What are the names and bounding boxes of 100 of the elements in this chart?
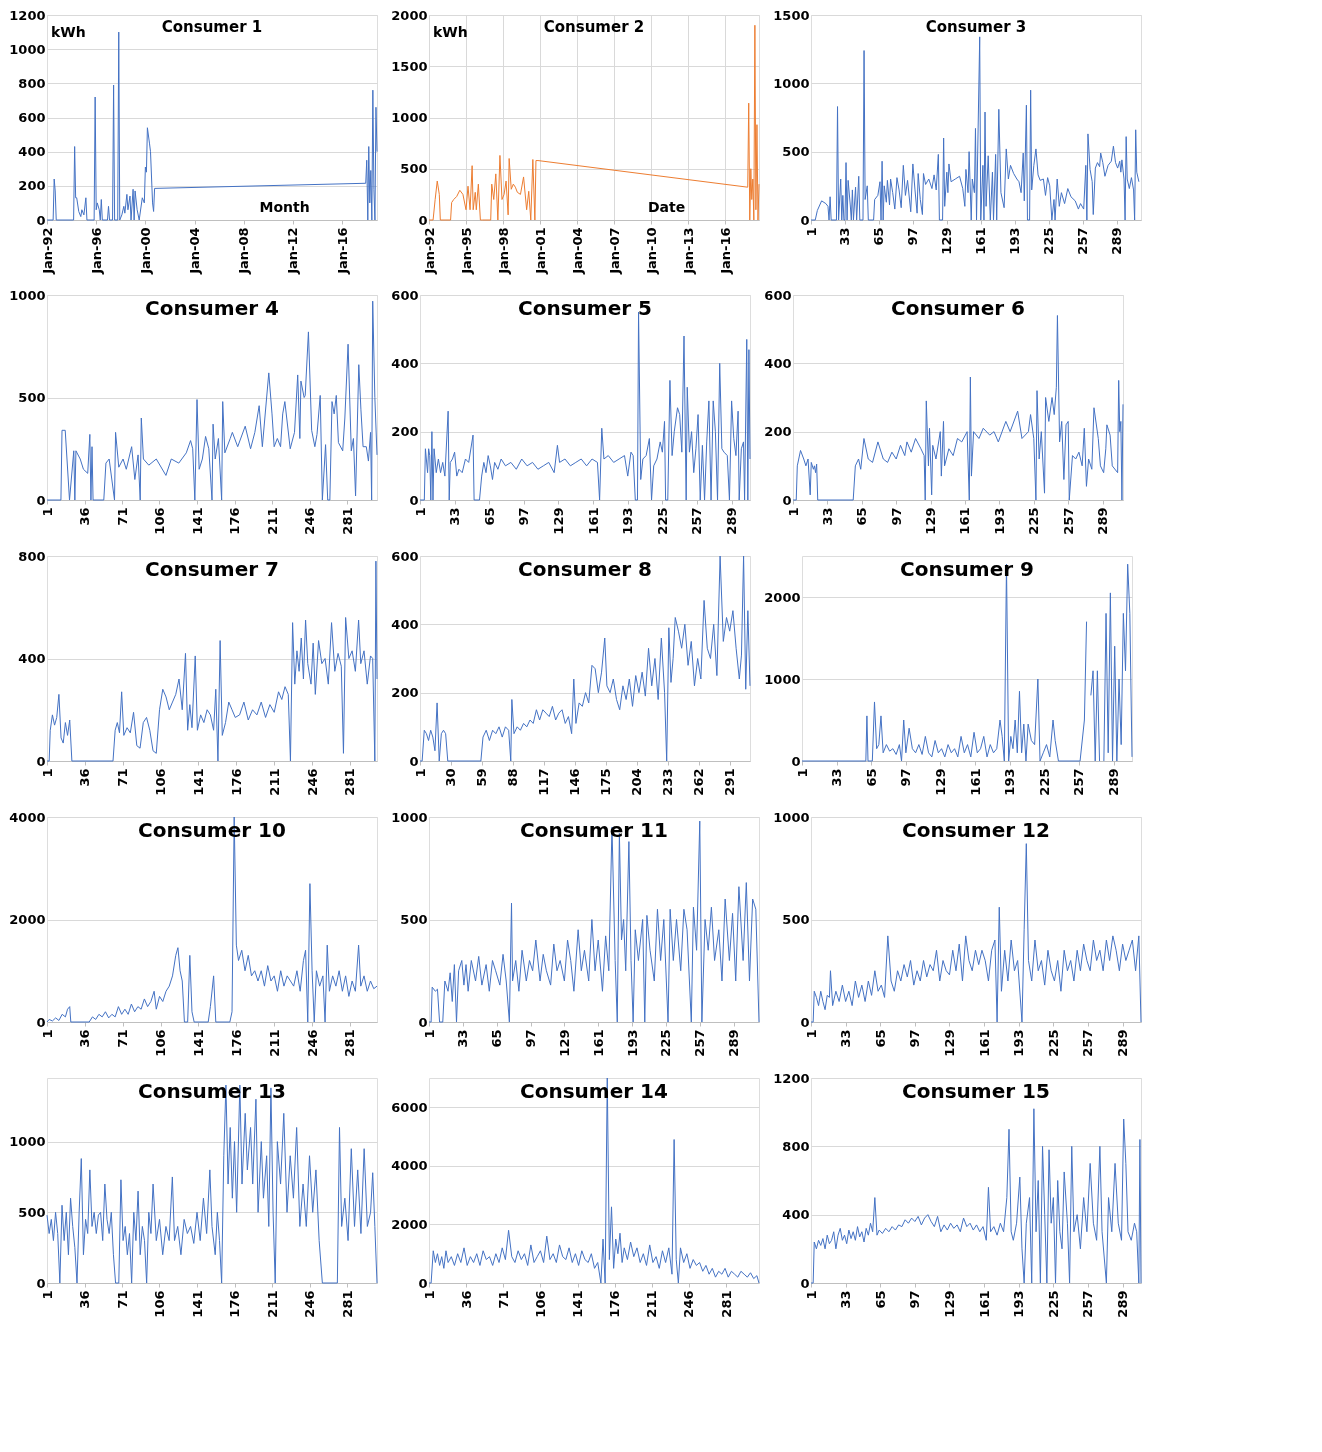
- chart-title: Consumer 4: [145, 296, 279, 320]
- y-tick-label: 2000: [391, 1216, 428, 1232]
- x-tick-label: 129: [932, 768, 948, 796]
- x-tick-label: 225: [1045, 1290, 1061, 1318]
- x-tick-label: 71: [495, 1290, 511, 1309]
- y-tick-label: 600: [391, 287, 419, 303]
- y-tick-label: 800: [782, 1138, 810, 1154]
- x-tick-label: 33: [819, 507, 835, 526]
- x-tick-label: 36: [77, 507, 92, 526]
- x-tick-label: 161: [590, 1029, 606, 1057]
- x-tick-label: 141: [190, 768, 206, 796]
- x-tick-label: 176: [607, 1290, 623, 1318]
- x-tick-label: 246: [681, 1290, 697, 1318]
- x-tick-label: 146: [567, 768, 583, 796]
- x-tick-label: 106: [532, 1290, 548, 1318]
- x-tick-label: 289: [1095, 507, 1111, 535]
- y-tick-label: 1200: [773, 1070, 810, 1086]
- x-tick-label: 161: [976, 1290, 992, 1318]
- x-tick-label: 225: [658, 1029, 674, 1057]
- x-tick-label: 65: [872, 1290, 888, 1309]
- y-tick-label: 0: [36, 212, 46, 228]
- y-tick-label: 0: [800, 1014, 810, 1030]
- x-tick-label: Jan-98: [495, 227, 511, 275]
- x-tick-label: 1: [803, 227, 819, 237]
- x-tick-label: 193: [1002, 768, 1018, 796]
- x-tick-label: 289: [726, 1029, 742, 1057]
- x-tick-label: Jan-01: [532, 227, 548, 275]
- x-tick-label: 141: [189, 507, 205, 535]
- y-tick-label: 4000: [391, 1158, 428, 1174]
- x-tick-label: 97: [516, 507, 532, 526]
- y-tick-label: 0: [36, 753, 46, 769]
- x-tick-label: 175: [598, 768, 614, 796]
- y-tick-label: 1000: [9, 287, 46, 303]
- y-tick-label: 0: [418, 212, 428, 228]
- x-tick-label: 257: [1080, 1290, 1096, 1318]
- chart-title: Consumer 3: [925, 18, 1027, 36]
- x-tick-label: 291: [722, 768, 738, 796]
- x-tick-label: 211: [266, 768, 282, 796]
- chart-title: Consumer 11: [520, 818, 668, 842]
- x-tick-label: 36: [77, 1029, 93, 1048]
- y-tick-label: 500: [18, 1204, 46, 1220]
- line-series: [419, 555, 751, 762]
- line-series: [792, 315, 1124, 501]
- y-tick-label: 800: [18, 75, 46, 91]
- y-tick-label: 500: [782, 912, 810, 927]
- line-series: [46, 816, 378, 1023]
- line-series: [810, 36, 1140, 221]
- x-tick-label: 33: [838, 1290, 854, 1309]
- line-series: [428, 1077, 760, 1284]
- y-tick-label: 200: [764, 424, 792, 440]
- line-series: [46, 1084, 378, 1284]
- chart-title: Consumer 2: [543, 18, 645, 36]
- x-tick-label: 65: [871, 227, 887, 246]
- y-tick-label: 400: [391, 616, 419, 632]
- y-tick-label: 0: [36, 1014, 46, 1030]
- x-tick-label: 65: [872, 1029, 888, 1048]
- x-tick-label: 1: [39, 507, 55, 517]
- x-tick-label: 97: [888, 507, 904, 526]
- x-tick-label: 262: [691, 768, 707, 796]
- x-tick-label: 65: [481, 507, 497, 526]
- x-tick-label: Jan-92: [39, 227, 55, 275]
- x-tick-label: 176: [228, 768, 244, 796]
- x-tick-label: 161: [957, 507, 973, 535]
- x-tick-label: 161: [585, 507, 601, 535]
- x-tick-label: 129: [941, 1029, 957, 1057]
- y-tick-label: 1000: [9, 41, 46, 57]
- y-tick-label: 1000: [764, 671, 801, 687]
- y-tick-label: 0: [36, 1275, 46, 1291]
- x-tick-label: Jan-92: [421, 227, 437, 275]
- x-tick-label: 161: [967, 768, 983, 796]
- x-axis-title: Date: [647, 199, 686, 215]
- x-tick-label: 257: [1080, 1029, 1096, 1057]
- x-tick-label: 176: [228, 1029, 244, 1057]
- x-tick-label: Jan-04: [187, 227, 203, 275]
- x-tick-label: Jan-04: [569, 227, 585, 275]
- chart-title: Consumer 15: [902, 1079, 1050, 1103]
- y-tick-label: 1000: [391, 110, 428, 125]
- x-tick-label: 106: [153, 1029, 169, 1057]
- x-tick-label: Jan-10: [643, 227, 659, 275]
- chart-title: Consumer 12: [902, 818, 1050, 842]
- x-tick-label: 1: [39, 1290, 55, 1300]
- x-tick-label: 225: [654, 507, 670, 535]
- y-tick-label: 2000: [9, 912, 46, 927]
- x-tick-label: Jan-16: [717, 227, 733, 275]
- x-tick-label: 33: [447, 507, 463, 526]
- x-tick-label: 97: [907, 1290, 923, 1309]
- x-tick-label: 1: [803, 1290, 819, 1300]
- line-series: [46, 300, 378, 501]
- x-tick-label: 1: [421, 1029, 437, 1039]
- x-tick-label: 141: [190, 1029, 206, 1057]
- x-tick-label: 71: [114, 1290, 130, 1309]
- y-tick-label: 200: [391, 424, 419, 440]
- chart-title: Consumer 7: [145, 557, 279, 581]
- x-tick-label: 97: [907, 1029, 923, 1048]
- x-tick-label: 161: [973, 227, 989, 255]
- y-tick-label: 0: [782, 492, 792, 508]
- y-tick-label: 600: [391, 548, 419, 564]
- y-tick-label: 400: [391, 355, 419, 371]
- x-tick-label: 289: [1109, 227, 1125, 255]
- x-tick-label: 129: [556, 1029, 572, 1057]
